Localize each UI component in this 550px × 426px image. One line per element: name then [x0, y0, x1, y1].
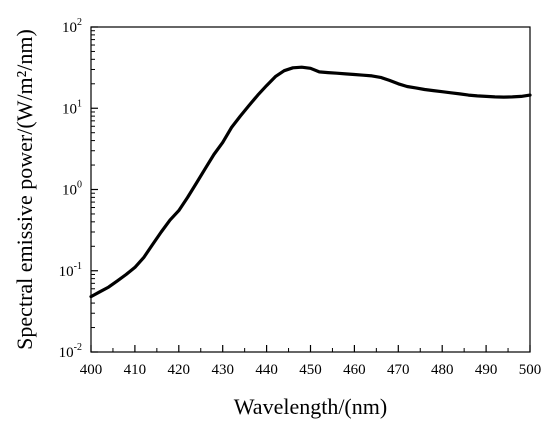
y-tick-label--1: 10-1: [59, 261, 82, 280]
y-tick-label-0: 100: [62, 180, 82, 199]
x-tick-label-490: 490: [475, 362, 498, 378]
y-axis-title: Spectral emissive power/(W/m²/nm): [12, 29, 37, 350]
plot-area: [89, 26, 532, 353]
x-tick-label-410: 410: [124, 362, 147, 378]
x-tick-label-470: 470: [387, 362, 410, 378]
x-tick-label-450: 450: [299, 362, 322, 378]
x-tick-label-500: 500: [519, 362, 542, 378]
x-tick-label-460: 460: [343, 362, 366, 378]
x-tick-label-430: 430: [211, 362, 234, 378]
x-tick-label-440: 440: [255, 362, 278, 378]
x-tick-label-420: 420: [168, 362, 191, 378]
y-tick-label--2: 10-2: [59, 342, 82, 361]
y-tick-label-2: 102: [62, 17, 82, 36]
series-line-0: [89, 65, 532, 299]
x-tick-label-480: 480: [431, 362, 454, 378]
axis-ticks: [90, 26, 531, 353]
x-axis-title: Wavelength/(nm): [234, 394, 387, 419]
y-tick-label-1: 101: [62, 98, 82, 117]
plot-frame: [90, 26, 531, 353]
tick-labels: 400 410 420 430 440 450 460 470 480 490 500 10-2 10-…: [59, 17, 542, 378]
x-tick-label-400: 400: [80, 362, 103, 378]
